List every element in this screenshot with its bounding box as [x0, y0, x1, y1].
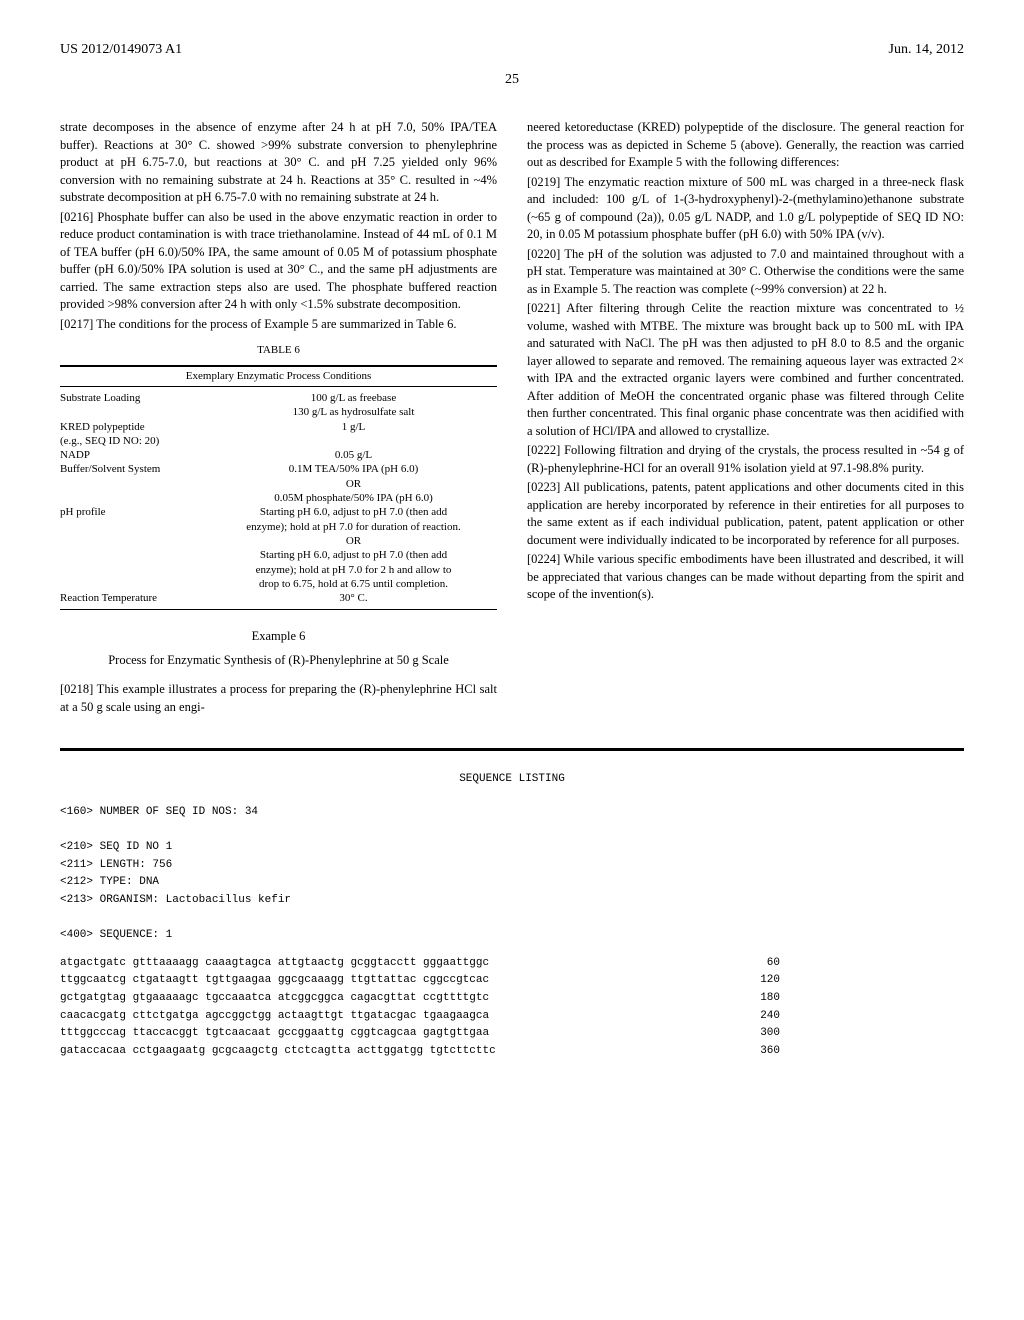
paragraph-0224: [0224] While various specific embodiment… — [527, 551, 964, 604]
paragraph-0223: [0223] All publications, patents, patent… — [527, 479, 964, 549]
paragraph-0221: [0221] After filtering through Celite th… — [527, 300, 964, 440]
publication-number: US 2012/0149073 A1 — [60, 40, 182, 60]
table-row: Starting pH 6.0, adjust to pH 7.0 (then … — [60, 548, 497, 562]
table-value: Starting pH 6.0, adjust to pH 7.0 (then … — [210, 548, 497, 562]
table-value: Starting pH 6.0, adjust to pH 7.0 (then … — [210, 505, 497, 519]
sequence-meta-line: <160> NUMBER OF SEQ ID NOS: 34 — [60, 804, 964, 822]
table-label — [60, 477, 210, 491]
sequence-meta: <160> NUMBER OF SEQ ID NOS: 34 <210> SEQ… — [60, 804, 964, 945]
table-row: (e.g., SEQ ID NO: 20) — [60, 434, 497, 448]
sequence-meta-line: <212> TYPE: DNA — [60, 874, 964, 892]
table-value: 1 g/L — [210, 420, 497, 434]
table-label — [60, 548, 210, 562]
table-row: Substrate Loading100 g/L as freebase — [60, 391, 497, 405]
table-value: 100 g/L as freebase — [210, 391, 497, 405]
table-label — [60, 563, 210, 577]
table-label — [60, 534, 210, 548]
table-label — [60, 491, 210, 505]
right-column: neered ketoreductase (KRED) polypeptide … — [527, 119, 964, 718]
sequence-position: 180 — [760, 990, 780, 1008]
table-label: Buffer/Solvent System — [60, 462, 210, 476]
table-value: 0.05M phosphate/50% IPA (pH 6.0) — [210, 491, 497, 505]
sequence-meta-line: <211> LENGTH: 756 — [60, 857, 964, 875]
table-value: 0.05 g/L — [210, 448, 497, 462]
sequence-data: tttggcccag ttaccacggt tgtcaacaat gccggaa… — [60, 1025, 489, 1043]
left-column: strate decomposes in the absence of enzy… — [60, 119, 497, 718]
table-body: Substrate Loading100 g/L as freebase130 … — [60, 391, 497, 605]
table-label: NADP — [60, 448, 210, 462]
table-row: Buffer/Solvent System0.1M TEA/50% IPA (p… — [60, 462, 497, 476]
example-subheading: Process for Enzymatic Synthesis of (R)-P… — [60, 652, 497, 670]
table-label: pH profile — [60, 505, 210, 519]
table-row: drop to 6.75, hold at 6.75 until complet… — [60, 577, 497, 591]
table-label: KRED polypeptide — [60, 420, 210, 434]
table-row: KRED polypeptide1 g/L — [60, 420, 497, 434]
sequence-row: atgactgatc gtttaaaagg caaagtagca attgtaa… — [60, 955, 780, 973]
table-value: 30° C. — [210, 591, 497, 605]
paragraph-0219: [0219] The enzymatic reaction mixture of… — [527, 174, 964, 244]
paragraph-0218: [0218] This example illustrates a proces… — [60, 681, 497, 716]
sequence-row: tttggcccag ttaccacggt tgtcaacaat gccggaa… — [60, 1025, 780, 1043]
table-label — [60, 520, 210, 534]
table-row: enzyme); hold at pH 7.0 for duration of … — [60, 520, 497, 534]
publication-date: Jun. 14, 2012 — [889, 40, 964, 60]
sequence-listing-title: SEQUENCE LISTING — [60, 771, 964, 789]
sequence-data: atgactgatc gtttaaaagg caaagtagca attgtaa… — [60, 955, 489, 973]
continuation-text: neered ketoreductase (KRED) polypeptide … — [527, 119, 964, 172]
table-label — [60, 577, 210, 591]
table-value: enzyme); hold at pH 7.0 for 2 h and allo… — [210, 563, 497, 577]
sequence-rows: atgactgatc gtttaaaagg caaagtagca attgtaa… — [60, 955, 964, 1061]
sequence-meta-line: <210> SEQ ID NO 1 — [60, 839, 964, 857]
table-subtitle: Exemplary Enzymatic Process Conditions — [60, 366, 497, 387]
table-value: 0.1M TEA/50% IPA (pH 6.0) — [210, 462, 497, 476]
table-label: Substrate Loading — [60, 391, 210, 405]
table-value: OR — [210, 477, 497, 491]
paragraph-0216: [0216] Phosphate buffer can also be used… — [60, 209, 497, 314]
sequence-row: ttggcaatcg ctgataagtt tgttgaagaa ggcgcaa… — [60, 972, 780, 990]
sequence-data: caacacgatg cttctgatga agccggctgg actaagt… — [60, 1008, 489, 1026]
table-label — [60, 405, 210, 419]
table-row: pH profileStarting pH 6.0, adjust to pH … — [60, 505, 497, 519]
sequence-position: 360 — [760, 1043, 780, 1061]
table-row: Reaction Temperature30° C. — [60, 591, 497, 605]
sequence-position: 120 — [760, 972, 780, 990]
table-row: OR — [60, 477, 497, 491]
sequence-data: gctgatgtag gtgaaaaagc tgccaaatca atcggcg… — [60, 990, 489, 1008]
sequence-data: ttggcaatcg ctgataagtt tgttgaagaa ggcgcaa… — [60, 972, 489, 990]
table-label: (e.g., SEQ ID NO: 20) — [60, 434, 210, 448]
paragraph-0222: [0222] Following filtration and drying o… — [527, 442, 964, 477]
paragraph-0220: [0220] The pH of the solution was adjust… — [527, 246, 964, 299]
table-value: drop to 6.75, hold at 6.75 until complet… — [210, 577, 497, 591]
table-value: OR — [210, 534, 497, 548]
table-label: Reaction Temperature — [60, 591, 210, 605]
sequence-position: 240 — [760, 1008, 780, 1026]
content-columns: strate decomposes in the absence of enzy… — [60, 119, 964, 718]
table-value: 130 g/L as hydrosulfate salt — [210, 405, 497, 419]
page-header: US 2012/0149073 A1 Jun. 14, 2012 — [60, 40, 964, 60]
sequence-meta-line: <213> ORGANISM: Lactobacillus kefir — [60, 892, 964, 910]
page-number: 25 — [60, 70, 964, 90]
paragraph-0217: [0217] The conditions for the process of… — [60, 316, 497, 334]
sequence-row: caacacgatg cttctgatga agccggctgg actaagt… — [60, 1008, 780, 1026]
table-title: TABLE 6 — [60, 343, 497, 358]
table-row: enzyme); hold at pH 7.0 for 2 h and allo… — [60, 563, 497, 577]
table-6: TABLE 6 Exemplary Enzymatic Process Cond… — [60, 343, 497, 610]
table-value: enzyme); hold at pH 7.0 for duration of … — [210, 520, 497, 534]
intro-paragraph: strate decomposes in the absence of enzy… — [60, 119, 497, 207]
sequence-listing: SEQUENCE LISTING <160> NUMBER OF SEQ ID … — [60, 748, 964, 1060]
table-row: OR — [60, 534, 497, 548]
table-value — [210, 434, 497, 448]
table-row: NADP0.05 g/L — [60, 448, 497, 462]
sequence-position: 300 — [760, 1025, 780, 1043]
sequence-meta-line — [60, 910, 964, 928]
sequence-row: gctgatgtag gtgaaaaagc tgccaaatca atcggcg… — [60, 990, 780, 1008]
sequence-position: 60 — [767, 955, 780, 973]
table-row: 0.05M phosphate/50% IPA (pH 6.0) — [60, 491, 497, 505]
sequence-meta-line — [60, 822, 964, 840]
example-heading: Example 6 — [60, 628, 497, 646]
table-row: 130 g/L as hydrosulfate salt — [60, 405, 497, 419]
sequence-data: gataccacaa cctgaagaatg gcgcaagctg ctctca… — [60, 1043, 496, 1061]
sequence-meta-line: <400> SEQUENCE: 1 — [60, 927, 964, 945]
sequence-row: gataccacaa cctgaagaatg gcgcaagctg ctctca… — [60, 1043, 780, 1061]
